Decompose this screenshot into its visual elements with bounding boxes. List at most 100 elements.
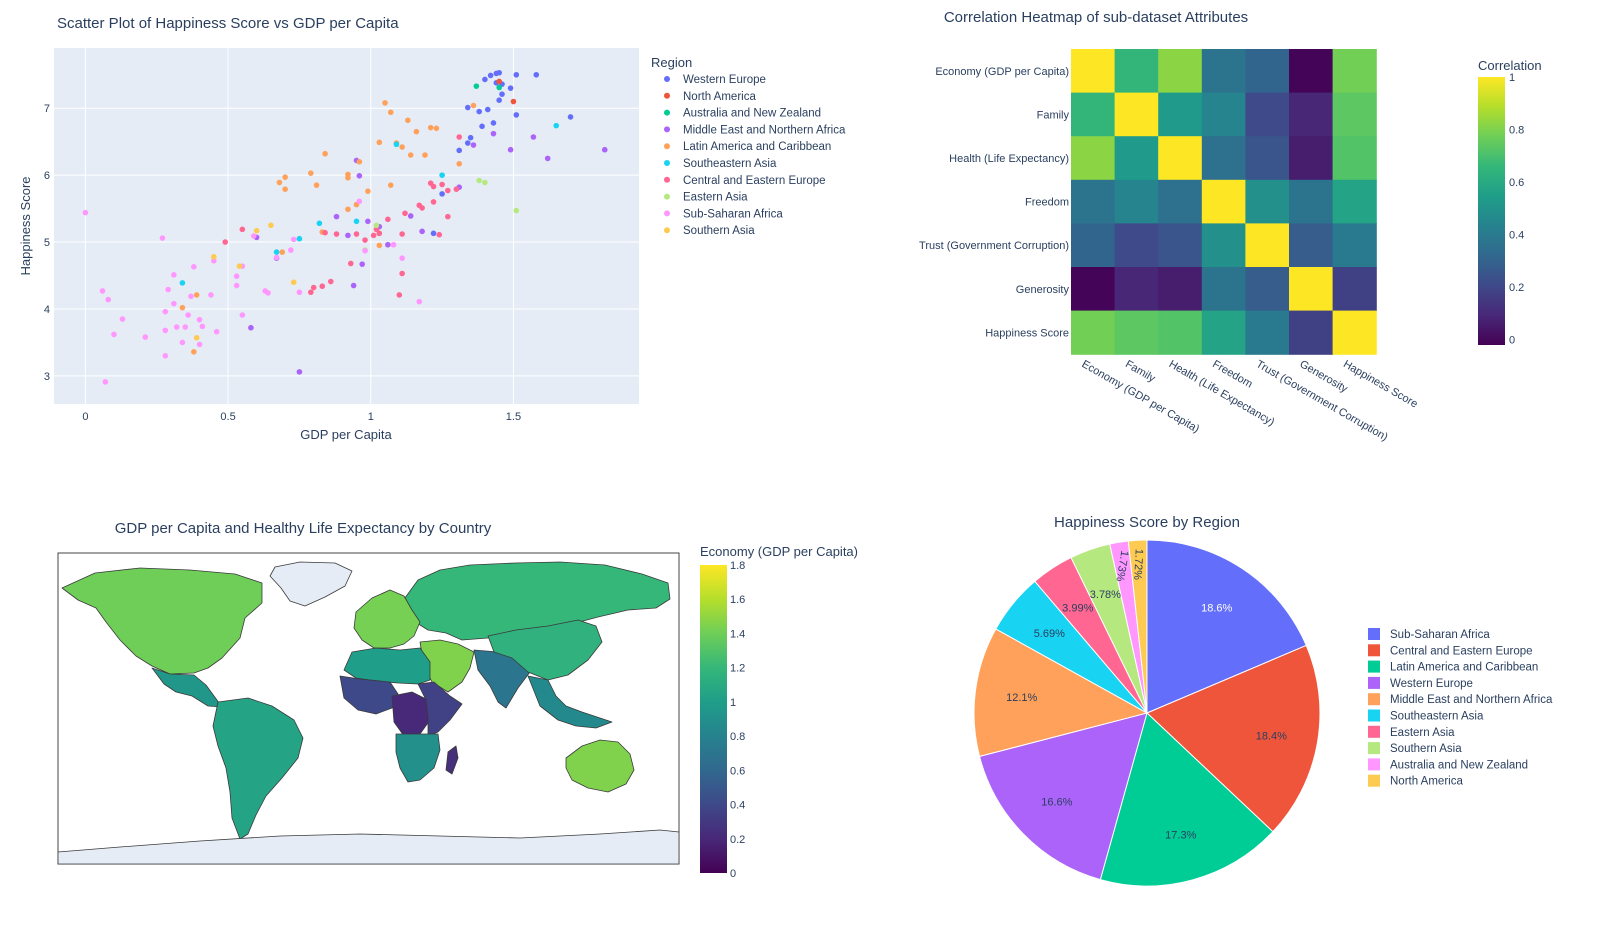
pie-legend-label-middle-east-and-northern-africa: Middle East and Northern Africa — [1390, 694, 1553, 706]
scatter-chart[interactable]: Scatter Plot of Happiness Score vs GDP p… — [0, 0, 880, 470]
scatter-point-western-europe — [496, 97, 502, 103]
scatter-point-central-and-eastern-europe — [402, 210, 408, 217]
pie-chart[interactable]: Happiness Score by Region 18.6% 18.4% 17.3… — [880, 470, 1600, 931]
scatter-point-sub-saharan-africa — [250, 233, 257, 239]
scatter-point-latin-america-and-caribbean — [365, 188, 371, 195]
map-colorbar-tick: 1.4 — [730, 628, 745, 640]
scatter-point-western-europe — [439, 191, 445, 197]
scatter-point-sub-saharan-africa — [233, 273, 240, 279]
scatter-point-western-europe — [479, 123, 485, 130]
scatter-point-western-europe — [464, 140, 471, 146]
heatmap-cell — [1332, 136, 1377, 181]
pie-legend[interactable]: Sub-Saharan Africa Central and Eastern Eu… — [1368, 628, 1553, 788]
heatmap-cell — [1114, 92, 1159, 137]
scatter-point-central-and-eastern-europe — [445, 187, 451, 194]
scatter-y-tick-label: 4 — [44, 304, 50, 316]
scatter-point-latin-america-and-caribbean — [382, 100, 388, 106]
heatmap-cell — [1114, 223, 1159, 268]
pie-slices — [973, 539, 1321, 887]
legend-label-latin-america-and-caribbean: Latin America and Caribbean — [683, 141, 831, 153]
scatter-point-central-and-eastern-europe — [310, 284, 317, 291]
scatter-point-australia-and-new-zealand — [496, 84, 502, 91]
scatter-point-middle-east-and-northern-africa — [385, 241, 391, 248]
region-madagascar — [445, 745, 459, 775]
scatter-point-sub-saharan-africa — [199, 323, 206, 330]
scatter-point-sub-saharan-africa — [290, 236, 297, 243]
heatmap-cell — [1332, 179, 1377, 224]
map-colorbar-tick: 1.8 — [730, 560, 745, 572]
pie-legend-label-north-america: North America — [1390, 776, 1463, 788]
scatter-point-middle-east-and-northern-africa — [530, 134, 537, 140]
scatter-point-central-and-eastern-europe — [222, 239, 229, 245]
pie-legend-swatch-latin-america-and-caribbean — [1368, 660, 1380, 673]
legend-marker-north-america — [664, 92, 670, 99]
heatmap-cell — [1245, 92, 1290, 137]
pie-legend-label-eastern-asia: Eastern Asia — [1390, 727, 1455, 739]
scatter-point-central-and-eastern-europe — [353, 231, 360, 237]
heatmap-chart[interactable]: Correlation Heatmap of sub-dataset Attri… — [880, 0, 1600, 470]
heatmap-cell — [1114, 310, 1159, 355]
heatmap-y-label: Economy (GDP per Capita) — [935, 66, 1069, 78]
heatmap-y-label: Happiness Score — [985, 327, 1069, 339]
pie-legend-swatch-middle-east-and-northern-africa — [1368, 693, 1380, 706]
pie-legend-swatch-eastern-asia — [1368, 725, 1380, 738]
scatter-point-sub-saharan-africa — [416, 298, 423, 305]
legend-label-north-america: North America — [683, 91, 756, 103]
pie-legend-swatch-southern-asia — [1368, 742, 1380, 755]
legend-label-sub-saharan-africa: Sub-Saharan Africa — [683, 208, 783, 220]
scatter-point-latin-america-and-caribbean — [282, 186, 288, 192]
scatter-legend[interactable]: Western Europe North America Australia and… — [664, 74, 846, 237]
choropleth-map[interactable]: GDP per Capita and Healthy Life Expectan… — [0, 470, 880, 931]
scatter-point-latin-america-and-caribbean — [356, 158, 363, 165]
scatter-point-sub-saharan-africa — [102, 379, 109, 385]
legend-label-western-europe: Western Europe — [683, 74, 766, 86]
heatmap-cell — [1201, 223, 1246, 268]
pie-slice-latin-america-and-caribbean — [1099, 712, 1274, 887]
scatter-point-latin-america-and-caribbean — [191, 349, 197, 355]
scatter-point-middle-east-and-northern-africa — [490, 130, 497, 137]
scatter-point-eastern-asia — [482, 179, 488, 186]
scatter-point-sub-saharan-africa — [233, 282, 240, 289]
legend-marker-middle-east-and-northern-africa — [664, 126, 670, 133]
scatter-y-tick-label: 5 — [44, 237, 50, 249]
heatmap-cell — [1158, 179, 1203, 224]
heatmap-colorbar-tick: 0.8 — [1509, 125, 1524, 137]
scatter-point-middle-east-and-northern-africa — [470, 142, 477, 148]
scatter-point-middle-east-and-northern-africa — [544, 155, 551, 162]
pie-legend-swatch-central-and-eastern-europe — [1368, 644, 1380, 657]
heatmap-colorbar — [1478, 77, 1505, 345]
scatter-point-latin-america-and-caribbean — [387, 182, 394, 188]
scatter-point-central-and-eastern-europe — [370, 232, 377, 239]
scatter-point-sub-saharan-africa — [196, 316, 203, 323]
heatmap-cell — [1158, 49, 1203, 94]
scatter-point-sub-saharan-africa — [162, 327, 169, 334]
legend-marker-australia-and-new-zealand — [664, 109, 670, 116]
scatter-point-southeastern-asia — [273, 249, 280, 255]
heatmap-cell — [1114, 136, 1159, 181]
region-north-america — [61, 567, 263, 675]
scatter-point-sub-saharan-africa — [111, 331, 117, 338]
scatter-point-central-and-eastern-europe — [416, 202, 423, 209]
heatmap-x-label: Happiness Score — [1341, 358, 1420, 410]
pie-legend-label-sub-saharan-africa: Sub-Saharan Africa — [1390, 629, 1490, 641]
pie-legend-swatch-sub-saharan-africa — [1368, 628, 1380, 640]
scatter-point-middle-east-and-northern-africa — [248, 324, 254, 331]
scatter-tick-labels: 0 0.5 1 1.5 3 4 5 6 7 — [44, 103, 521, 423]
pie-slice-label-latin-america-and-caribbean: 17.3% — [1165, 830, 1196, 842]
heatmap-cell — [1245, 310, 1290, 355]
pie-legend-swatch-north-america — [1368, 774, 1380, 787]
scatter-point-latin-america-and-caribbean — [376, 242, 383, 249]
scatter-point-central-and-eastern-europe — [319, 283, 326, 290]
pie-legend-label-australia-and-new-zealand: Australia and New Zealand — [1390, 759, 1528, 771]
heatmap-cell — [1071, 49, 1116, 94]
region-northern-africa — [343, 647, 431, 685]
heatmap-cell — [1289, 179, 1334, 224]
scatter-plot-area — [54, 48, 639, 404]
scatter-point-sub-saharan-africa — [390, 241, 397, 248]
pie-slice-sub-saharan-africa — [1146, 539, 1307, 714]
scatter-point-latin-america-and-caribbean — [279, 249, 286, 255]
map-colorbar — [700, 565, 727, 873]
map-colorbar-tick: 0.2 — [730, 834, 745, 846]
scatter-point-central-and-eastern-europe — [399, 231, 405, 237]
map-colorbar-ticks: 0 0.2 0.4 0.6 0.8 1 1.2 1.4 1.6 1.8 — [730, 560, 745, 880]
